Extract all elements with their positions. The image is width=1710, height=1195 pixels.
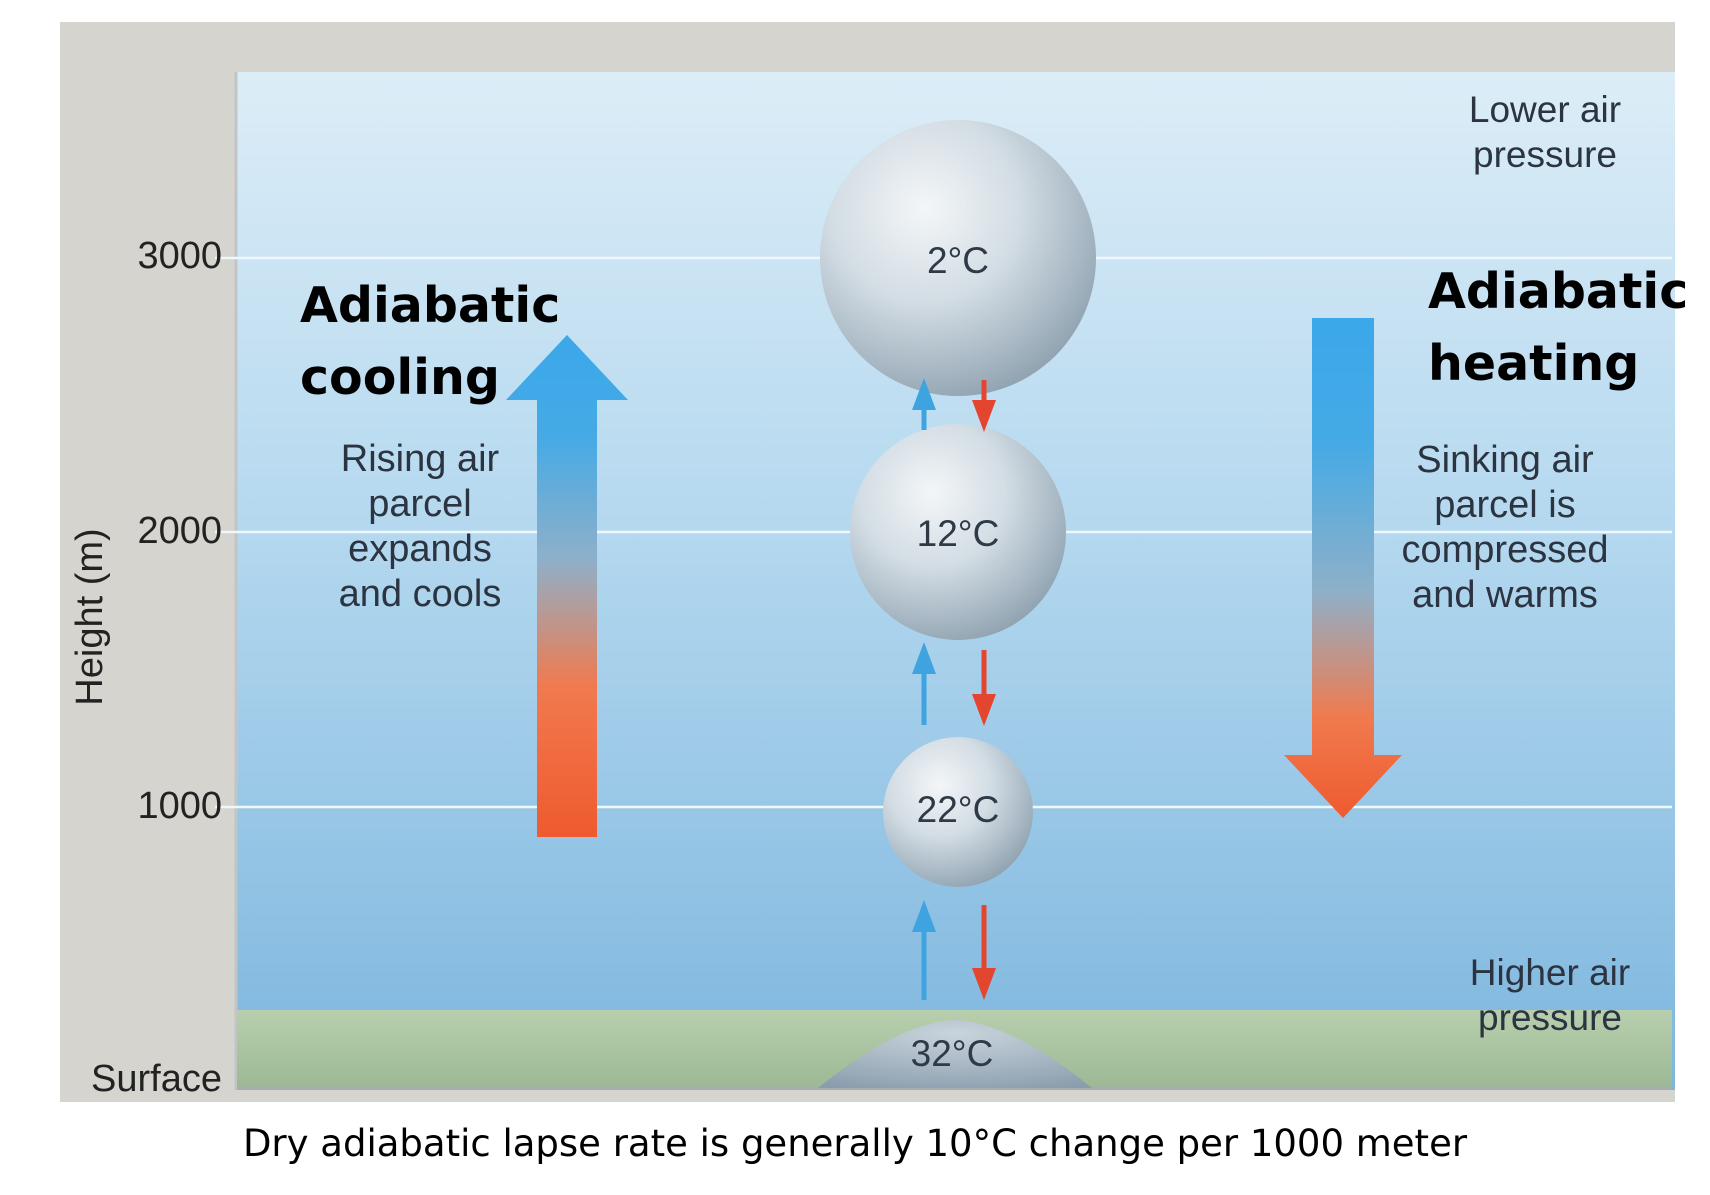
rising-desc-line: expands [348, 528, 492, 570]
tick-3000: 3000 [137, 235, 222, 277]
small-down-arrows [972, 380, 996, 1000]
lower-pressure-line: pressure [1473, 134, 1617, 175]
tick-1000: 1000 [137, 785, 222, 827]
heating-title-line1: Adiabatic [1428, 263, 1689, 320]
parcel-sphere-3000 [820, 120, 1096, 396]
higher-pressure-note: Higher air pressure [1425, 950, 1675, 1040]
parcel-sphere-1000 [883, 737, 1033, 887]
tick-2000: 2000 [137, 510, 222, 552]
higher-pressure-line: Higher air [1469, 952, 1631, 993]
rising-desc-line: and cools [338, 573, 502, 615]
parcel-sphere-2000 [850, 424, 1066, 640]
temp-surface: 32°C [910, 1033, 994, 1074]
right-margin [1675, 0, 1710, 1190]
temp-2000: 12°C [916, 513, 1000, 554]
sinking-desc-line: and warms [1412, 574, 1598, 616]
sinking-desc-line: compressed [1401, 529, 1609, 571]
heating-title-line2: heating [1428, 335, 1640, 392]
lower-pressure-line: Lower air [1468, 89, 1622, 130]
rising-desc-line: parcel [368, 483, 472, 525]
rising-air-description: Rising air parcel expands and cools [300, 437, 540, 617]
rising-desc-line: Rising air [340, 438, 500, 480]
sinking-air-description: Sinking air parcel is compressed and war… [1370, 438, 1640, 618]
sinking-arrow [1284, 318, 1402, 818]
adiabatic-cooling-title: Adiabatic cooling [300, 270, 600, 414]
sinking-desc-line: Sinking air [1416, 439, 1594, 481]
cooling-title-line2: cooling [300, 349, 500, 406]
temp-1000: 22°C [916, 789, 1000, 830]
tick-surface: Surface [91, 1058, 222, 1100]
sinking-desc-line: parcel is [1434, 484, 1576, 526]
small-up-arrows [912, 378, 936, 1000]
temp-3000: 2°C [926, 240, 990, 281]
higher-pressure-line: pressure [1478, 997, 1622, 1038]
cooling-title-line1: Adiabatic [300, 277, 561, 334]
caption: Dry adiabatic lapse rate is generally 10… [242, 1122, 1468, 1165]
rising-arrow [506, 335, 628, 837]
adiabatic-heating-title: Adiabatic heating [1428, 256, 1688, 400]
surface-parcel [818, 1020, 1092, 1088]
lower-pressure-note: Lower air pressure [1420, 87, 1670, 177]
